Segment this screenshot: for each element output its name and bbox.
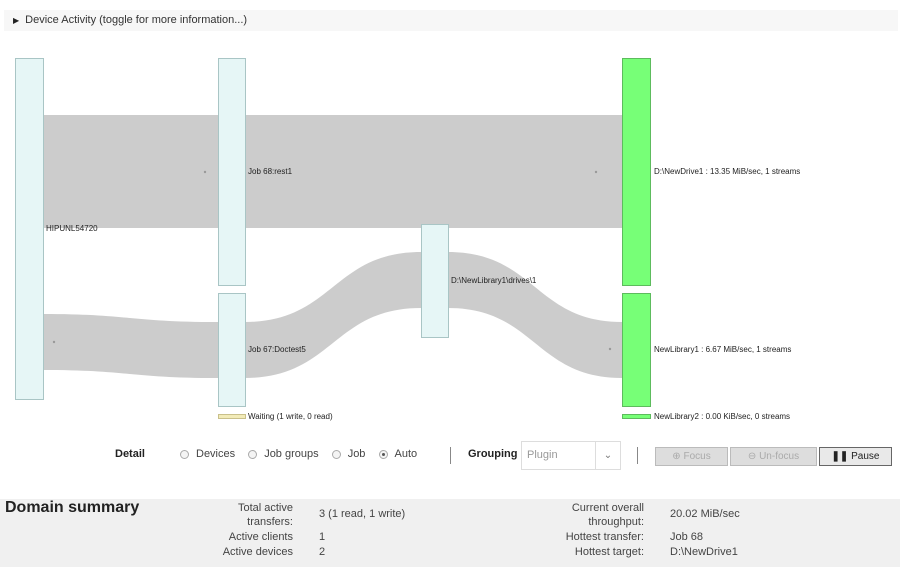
sankey-diagram: HIPUNL54720 Job 68:rest1 Job 67:Doctest5… (15, 58, 800, 421)
summary-label: Active clients (228, 531, 293, 543)
node-waiting[interactable] (218, 414, 246, 419)
summary-label: Total active transfers: (237, 502, 293, 528)
node-drive-path[interactable] (421, 224, 449, 338)
flow-client-job67[interactable] (43, 314, 218, 378)
detail-radio-group: Devices Job groups Job Auto (180, 444, 427, 468)
summary-value: 20.02 MiB/sec (670, 508, 740, 520)
summary-value: 1 (319, 531, 326, 543)
radio-auto[interactable]: Auto (378, 444, 417, 464)
device-activity-title: Device Activity (toggle for more informa… (25, 14, 248, 26)
zoom-in-icon: ⊕ (672, 451, 681, 462)
triangle-right-icon: ▶ (13, 16, 20, 25)
flow-job67-drive[interactable] (245, 252, 421, 378)
summary-value: 2 (319, 546, 326, 558)
detail-label: Detail (115, 448, 145, 460)
summary-label: Hottest target: (574, 546, 644, 558)
summary-label: Current overall throughput: (571, 502, 644, 528)
device-activity-toggle[interactable]: ▶ Device Activity (toggle for more inform… (4, 10, 898, 31)
node-job68[interactable] (218, 58, 246, 286)
label-newlibrary1: NewLibrary1 : 6.67 MiB/sec, 1 streams (654, 345, 791, 354)
node-newdrive1[interactable] (622, 58, 651, 286)
domain-summary: Domain summary Total active transfers: 3… (0, 499, 900, 567)
summary-label: Active devices (222, 546, 293, 558)
node-job67[interactable] (218, 293, 246, 407)
zoom-out-icon: ⊖ (747, 451, 757, 462)
label-newlibrary2: NewLibrary2 : 0.00 KiB/sec, 0 streams (654, 412, 790, 421)
grouping-label: Grouping (468, 448, 518, 460)
divider (637, 447, 638, 464)
radio-devices[interactable]: Devices (180, 444, 235, 464)
summary-value: 3 (1 read, 1 write) (319, 508, 406, 520)
grouping-select[interactable]: Plugin ⌄ (521, 441, 621, 470)
node-client[interactable] (15, 58, 44, 400)
label-client: HIPUNL54720 (46, 224, 98, 233)
label-newdrive1: D:\NewDrive1 : 13.35 MiB/sec, 1 streams (654, 167, 800, 176)
node-newlibrary2[interactable] (622, 414, 651, 419)
divider (450, 447, 451, 464)
label-drive-path: D:\NewLibrary1\drives\1 (451, 276, 537, 285)
radio-job-groups[interactable]: Job groups (248, 444, 319, 464)
summary-title: Domain summary (5, 499, 140, 516)
summary-value: Job 68 (670, 531, 704, 543)
flow-drive-newlibrary1[interactable] (448, 252, 622, 378)
label-job68: Job 68:rest1 (248, 167, 293, 176)
focus-button[interactable]: ⊕ Focus (655, 447, 728, 466)
node-newlibrary1[interactable] (622, 293, 651, 407)
summary-label: Hottest transfer: (565, 531, 644, 543)
summary-value: D:\NewDrive1 (670, 546, 738, 558)
chevron-down-icon: ⌄ (595, 442, 620, 469)
radio-job[interactable]: Job (331, 444, 365, 464)
label-waiting: Waiting (1 write, 0 read) (248, 412, 333, 421)
flow-job68-newdrive1[interactable] (43, 115, 622, 228)
unfocus-button[interactable]: ⊖ Un-focus (730, 447, 817, 466)
pause-icon: ❚❚ (831, 451, 849, 462)
label-job67: Job 67:Doctest5 (248, 345, 306, 354)
pause-button[interactable]: ❚❚ Pause (819, 447, 892, 466)
